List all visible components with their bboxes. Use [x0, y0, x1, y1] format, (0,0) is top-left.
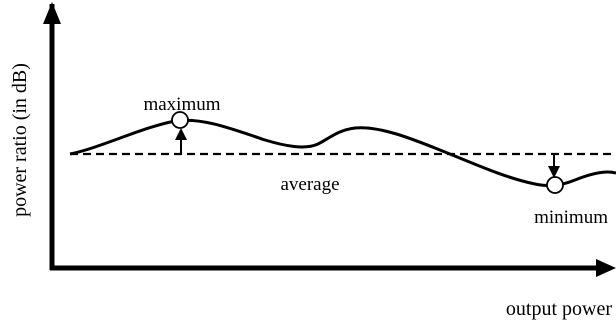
- maximum-label: maximum: [143, 94, 220, 115]
- maximum-circle: [171, 111, 189, 129]
- minimum-arrowhead: [548, 166, 560, 178]
- minimum-circle: [546, 176, 564, 194]
- maximum-arrowhead: [175, 128, 187, 140]
- average-label: average: [280, 174, 339, 195]
- maximum-marker: [171, 111, 189, 154]
- minimum-label: minimum: [534, 207, 608, 228]
- y-axis-arrowhead: [43, 2, 61, 24]
- axes: [43, 2, 616, 277]
- y-axis-label: power ratio (in dB): [9, 63, 31, 217]
- x-axis-label: output power: [506, 298, 612, 320]
- minimum-marker: [546, 154, 564, 194]
- x-axis-arrowhead: [596, 259, 616, 277]
